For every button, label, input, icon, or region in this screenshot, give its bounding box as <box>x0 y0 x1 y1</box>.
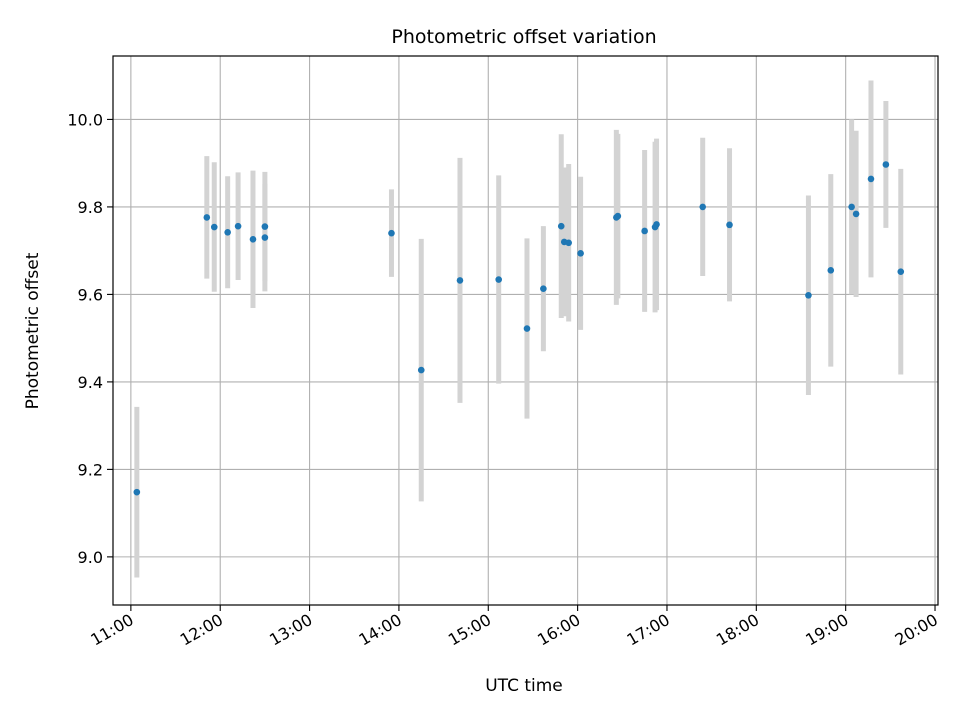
data-point <box>565 239 572 247</box>
data-point <box>577 249 584 257</box>
data-point <box>234 222 242 230</box>
data-point <box>867 175 875 183</box>
data-point <box>224 228 231 236</box>
data-point <box>133 488 141 496</box>
data-point <box>261 234 269 241</box>
y-axis-ticks: 9.0 9.2 9.4 9.6 9.8 10.0 <box>67 110 113 567</box>
data-point <box>805 291 812 299</box>
y-tick-label: 9.0 <box>78 548 103 567</box>
y-tick-label: 9.2 <box>78 460 103 479</box>
data-point <box>882 161 890 168</box>
data-point <box>417 366 425 374</box>
plot-frame <box>112 55 939 606</box>
x-axis-title: UTC time <box>485 676 563 696</box>
data-point <box>726 221 733 229</box>
data-point <box>261 223 269 230</box>
data-point <box>523 325 531 332</box>
y-tick-label: 9.6 <box>78 285 103 304</box>
data-point <box>852 210 860 218</box>
data-point <box>249 235 257 243</box>
data-point <box>827 267 835 274</box>
data-point <box>495 276 502 283</box>
data-point <box>388 229 395 237</box>
y-tick-label: 9.4 <box>78 373 103 392</box>
data-point <box>557 222 565 230</box>
chart-title: Photometric offset variation <box>391 26 656 48</box>
data-point <box>203 214 211 221</box>
data-point <box>848 203 855 211</box>
data-point <box>641 227 648 235</box>
data-point <box>653 221 660 228</box>
y-tick-label: 9.8 <box>78 198 103 217</box>
data-point <box>210 223 218 231</box>
data-point <box>897 268 905 275</box>
data-point <box>456 277 464 284</box>
y-tick-label: 10.0 <box>67 110 103 129</box>
data-point <box>614 212 622 220</box>
data-point <box>699 203 707 211</box>
data-point <box>540 285 547 293</box>
data-points <box>133 161 905 496</box>
y-axis-title: Photometric offset <box>23 252 43 409</box>
